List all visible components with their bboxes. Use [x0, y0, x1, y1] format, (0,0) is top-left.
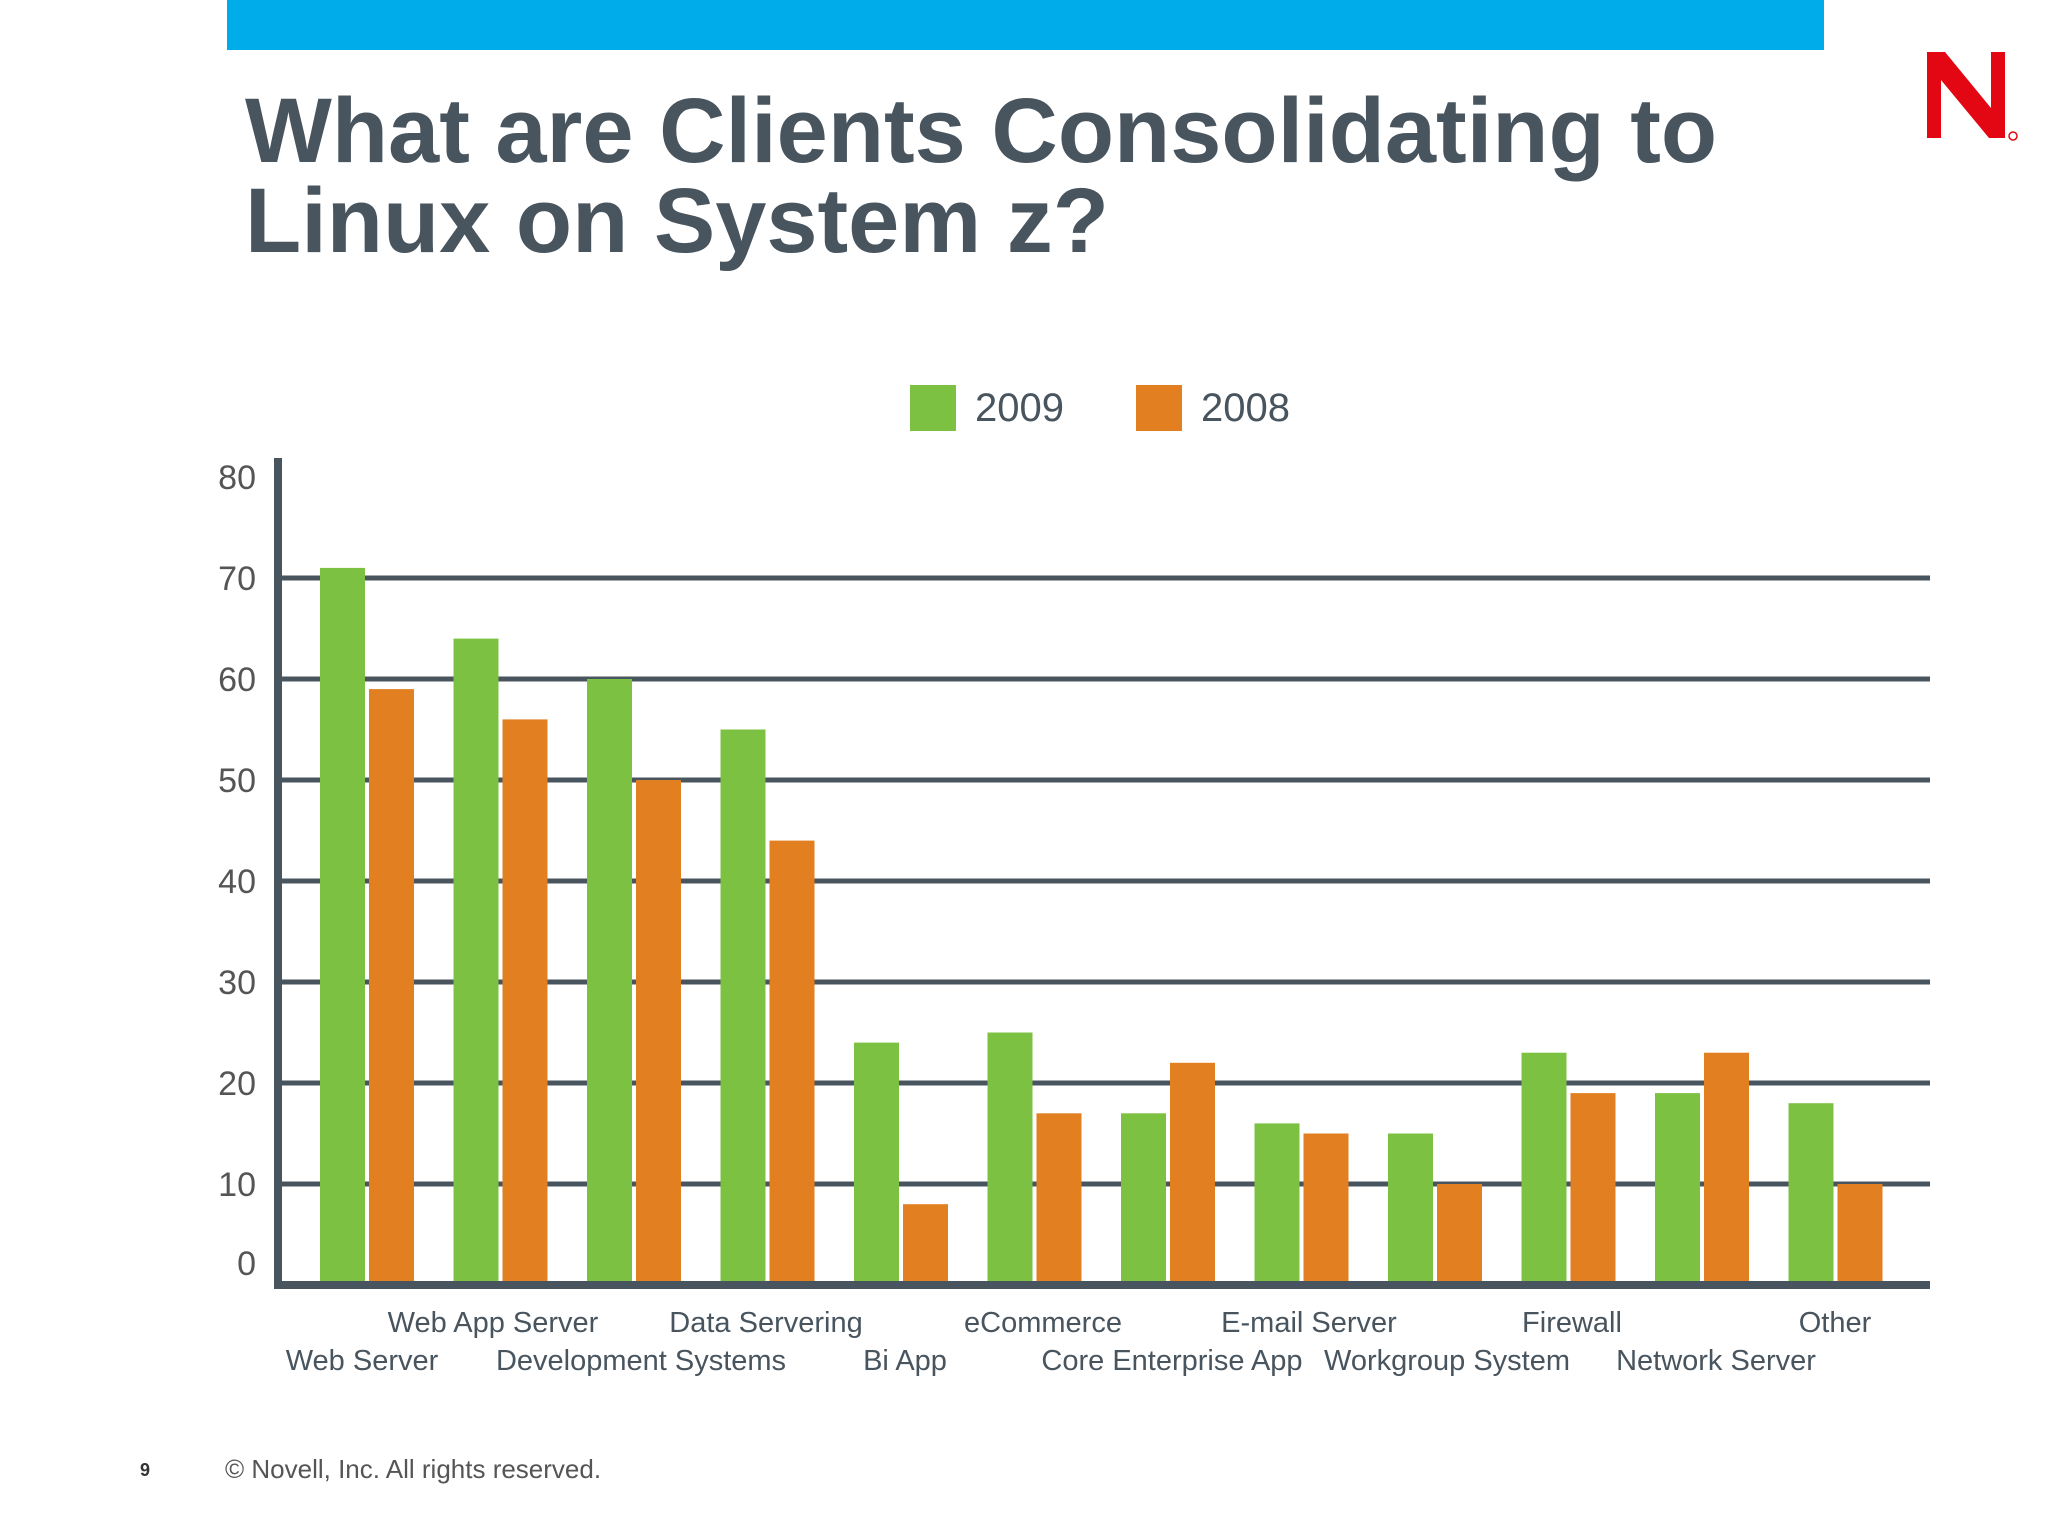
bar-2009-ecommerce — [987, 1032, 1033, 1285]
bar-2008-firewall — [1570, 1093, 1616, 1285]
x-tick-label-workgroup-system: Workgroup System — [1324, 1345, 1570, 1377]
bar-2008-web-server — [369, 689, 414, 1285]
x-tick-label-e-mail-server: E-mail Server — [1221, 1307, 1397, 1339]
bar-2009-web-server — [320, 567, 365, 1285]
x-tick-label-development-systems: Development Systems — [496, 1345, 786, 1377]
bar-2009-other — [1788, 1103, 1834, 1285]
x-tick-label-data-servering: Data Servering — [669, 1307, 862, 1339]
bar-2008-core-enterprise-app — [1170, 1062, 1215, 1285]
bar-2009-e-mail-server — [1254, 1123, 1300, 1285]
y-tick-label-30: 30 — [218, 964, 256, 1002]
bar-2008-data-servering — [769, 840, 815, 1285]
top-accent-bar — [227, 0, 1824, 50]
bar-2009-core-enterprise-app — [1121, 1113, 1166, 1285]
y-tick-label-80: 80 — [218, 459, 256, 497]
bar-2009-workgroup-system — [1388, 1133, 1433, 1285]
bar-2008-ecommerce — [1036, 1113, 1082, 1285]
x-tick-label-ecommerce: eCommerce — [964, 1307, 1122, 1339]
bar-2008-workgroup-system — [1437, 1184, 1482, 1285]
bar-2009-firewall — [1521, 1052, 1567, 1285]
legend-label-2008: 2008 — [1201, 386, 1290, 430]
bar-2008-network-server — [1704, 1052, 1749, 1285]
bar-2009-network-server — [1655, 1093, 1700, 1285]
y-tick-label-70: 70 — [218, 560, 256, 598]
x-tick-label-firewall: Firewall — [1522, 1307, 1622, 1339]
y-tick-label-20: 20 — [218, 1065, 256, 1103]
bar-2008-bi-app — [903, 1204, 948, 1285]
bar-2008-other — [1837, 1184, 1883, 1285]
x-tick-label-core-enterprise-app: Core Enterprise App — [1041, 1345, 1302, 1377]
slide-title-line-2: Linux on System z? — [245, 170, 1109, 272]
bar-2009-development-systems — [587, 679, 632, 1285]
x-tick-label-web-app-server: Web App Server — [388, 1307, 599, 1339]
y-tick-label-50: 50 — [218, 762, 256, 800]
legend-swatch-2009 — [910, 385, 956, 431]
page-number: 9 — [140, 1460, 151, 1480]
novell-logo-icon — [1927, 52, 2018, 141]
legend-label-2009: 2009 — [975, 386, 1064, 430]
y-tick-label-40: 40 — [218, 863, 256, 901]
bar-2008-web-app-server — [502, 719, 548, 1285]
y-tick-label-10: 10 — [218, 1166, 256, 1204]
copyright-text: © Novell, Inc. All rights reserved. — [225, 1454, 602, 1484]
bar-2009-web-app-server — [453, 638, 499, 1285]
slide-title: What are Clients Consolidating to Linux … — [245, 80, 1805, 272]
y-tick-label-0: 0 — [237, 1245, 256, 1283]
slide-title-line-1: What are Clients Consolidating to — [245, 80, 1718, 182]
x-tick-label-bi-app: Bi App — [863, 1345, 947, 1377]
y-tick-label-60: 60 — [218, 661, 256, 699]
x-tick-label-web-server: Web Server — [286, 1345, 439, 1377]
x-tick-label-other: Other — [1799, 1307, 1872, 1339]
bar-2008-development-systems — [636, 780, 681, 1285]
x-tick-label-network-server: Network Server — [1616, 1345, 1816, 1377]
legend-swatch-2008 — [1136, 385, 1182, 431]
bar-2008-e-mail-server — [1303, 1133, 1349, 1285]
bar-2009-bi-app — [854, 1042, 899, 1285]
bar-2009-data-servering — [720, 729, 766, 1285]
